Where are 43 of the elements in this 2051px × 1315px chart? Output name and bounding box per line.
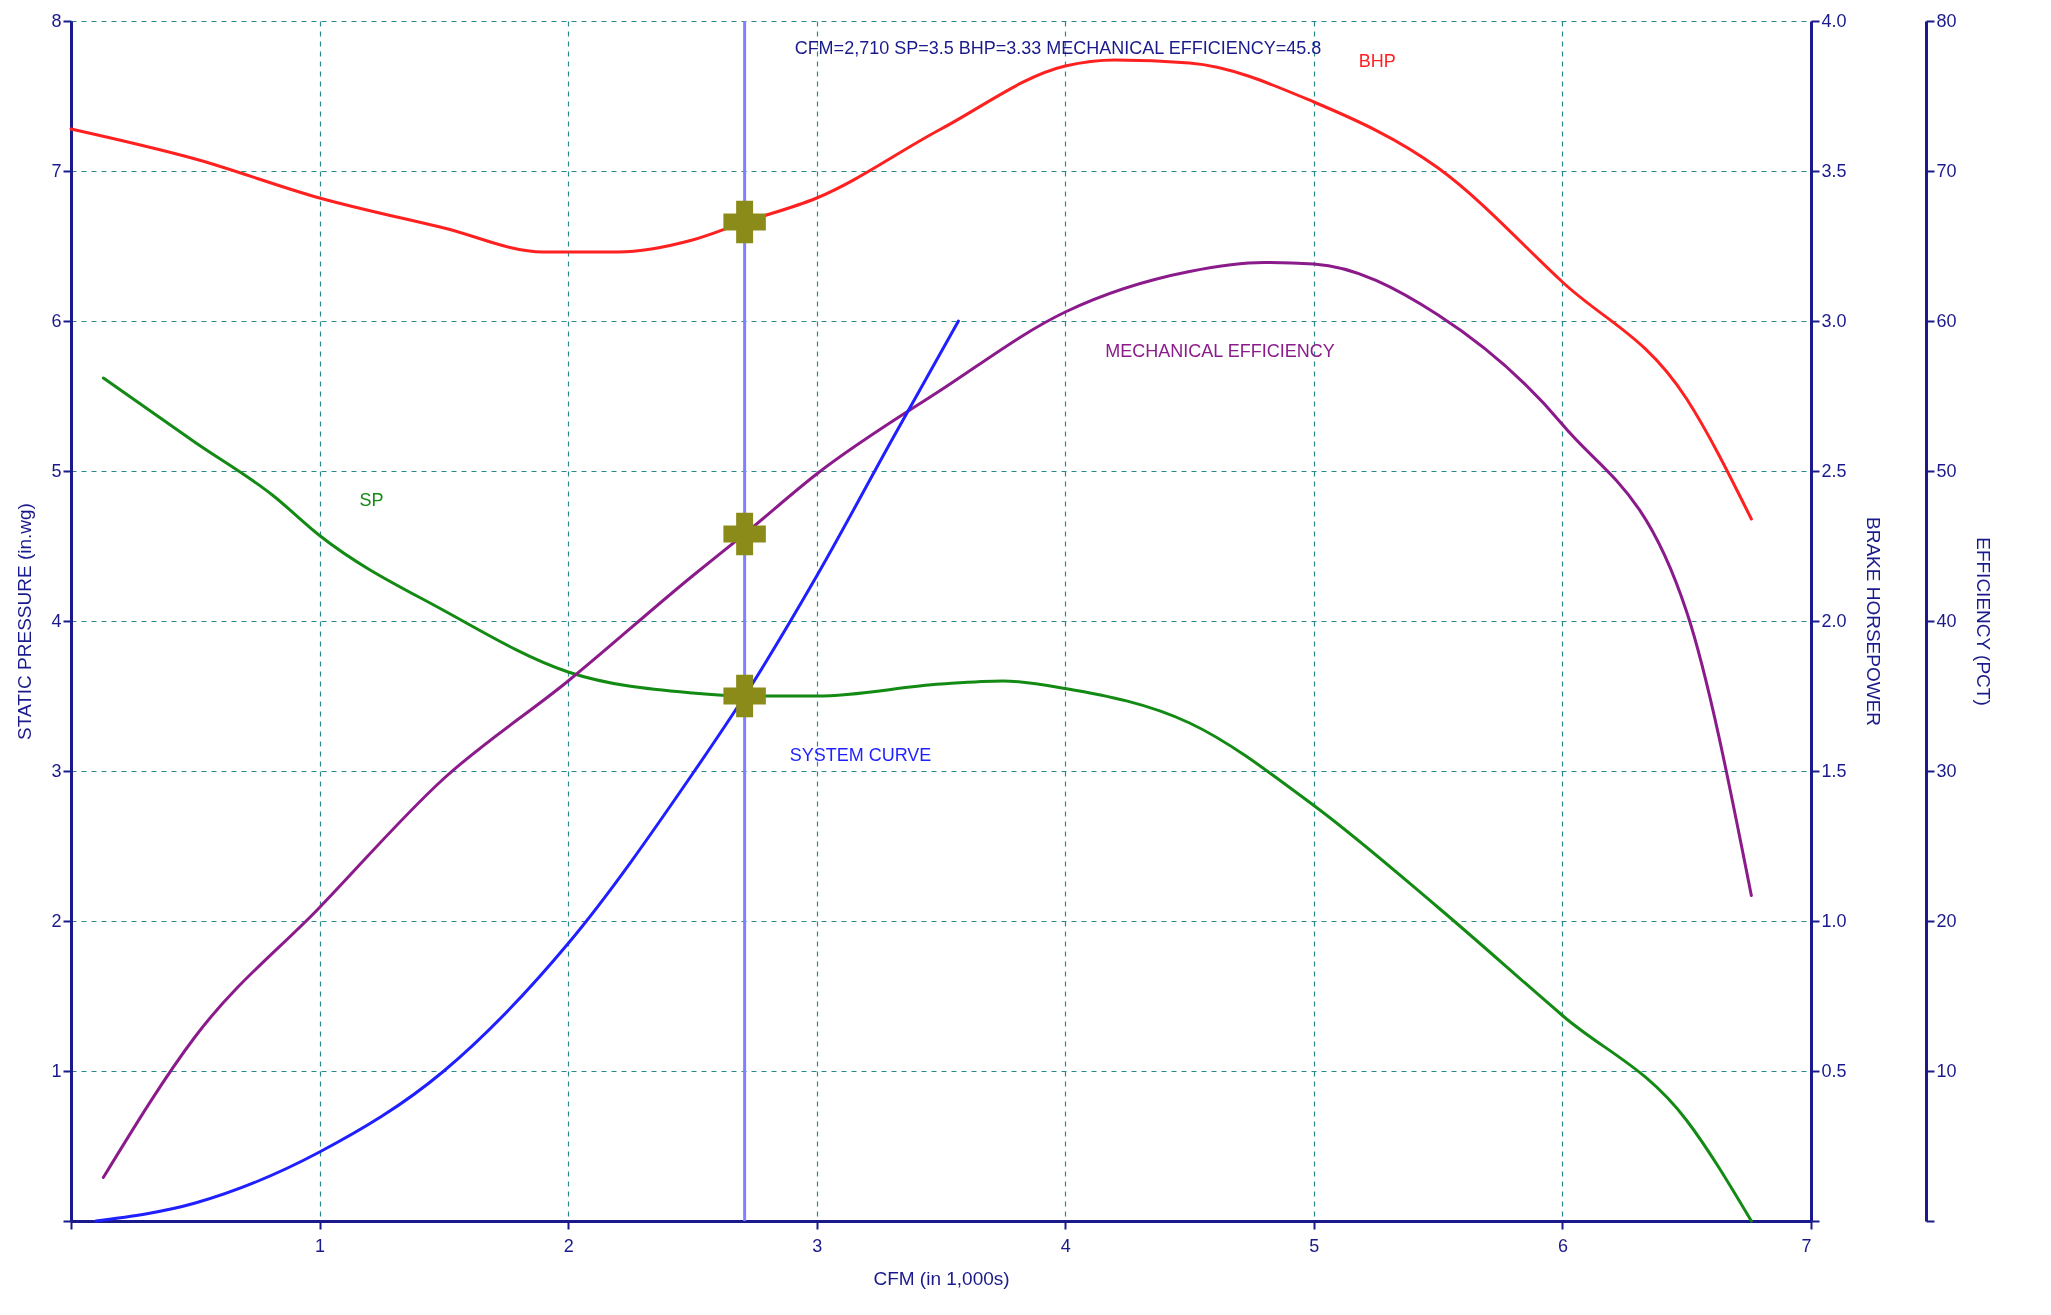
y2-tick-label: 2.5 xyxy=(1821,460,1847,481)
y-tick-label: 5 xyxy=(51,460,62,481)
x-tick-label: 5 xyxy=(1309,1235,1320,1256)
ref-line-label: CFM=2,710 SP=3.5 BHP=3.33 MECHANICAL EFFICIENCY=45.8 xyxy=(794,38,1322,58)
x-axis-title: CFM (in 1,000s) xyxy=(873,1267,1010,1289)
x-tick-label: 3 xyxy=(812,1235,823,1256)
y-tick-label: 6 xyxy=(51,310,62,331)
y2-axis-title: BRAKE HORSEPOWER xyxy=(1862,516,1884,727)
y3-tick-label: 50 xyxy=(1936,460,1957,481)
y2-tick-label: 2.0 xyxy=(1821,610,1847,631)
text: MECHANICAL EFFICIENCY xyxy=(1105,341,1335,361)
x-tick-label: 7 xyxy=(1801,1235,1812,1256)
y-tick-label: 4 xyxy=(51,610,62,631)
text: SYSTEM CURVE xyxy=(789,745,932,765)
y-tick-label: 7 xyxy=(51,160,62,181)
y3-tick-label: 60 xyxy=(1936,310,1957,331)
x-tick-label: 4 xyxy=(1060,1235,1071,1256)
x-tick-label: 2 xyxy=(563,1235,574,1256)
y2-tick-label: 4.0 xyxy=(1821,10,1847,31)
line-series xyxy=(94,319,960,1223)
y3-tick-label: 20 xyxy=(1936,910,1957,931)
text: SP xyxy=(359,489,384,510)
line-series xyxy=(101,376,1753,1223)
y-tick-label: 3 xyxy=(51,760,62,781)
x-tick-label: 6 xyxy=(1557,1235,1568,1256)
y3-tick-label: 80 xyxy=(1936,10,1957,31)
y3-tick-label: 30 xyxy=(1936,760,1957,781)
y3-tick-label: 70 xyxy=(1936,160,1957,181)
y-tick-label: 2 xyxy=(51,910,62,931)
y2-tick-label: 3.5 xyxy=(1821,160,1847,181)
y-tick-label: 8 xyxy=(51,10,62,31)
y2-tick-label: 3.0 xyxy=(1821,310,1847,331)
x-tick-label: 1 xyxy=(315,1235,326,1256)
line-series xyxy=(101,261,1753,1179)
y2-tick-label: 1.5 xyxy=(1821,760,1847,781)
y3-tick-label: 40 xyxy=(1936,610,1957,631)
y-tick-label: 1 xyxy=(51,1060,62,1081)
text: BHP xyxy=(1358,51,1396,71)
y2-tick-label: 1.0 xyxy=(1821,910,1847,931)
y3-tick-label: 10 xyxy=(1936,1060,1957,1081)
y2-tick-label: 0.5 xyxy=(1821,1060,1847,1081)
y-axis-title: STATIC PRESSURE (in.wg) xyxy=(14,503,36,740)
y3-axis-title: EFFICIENCY (PCT) xyxy=(1972,537,1994,706)
